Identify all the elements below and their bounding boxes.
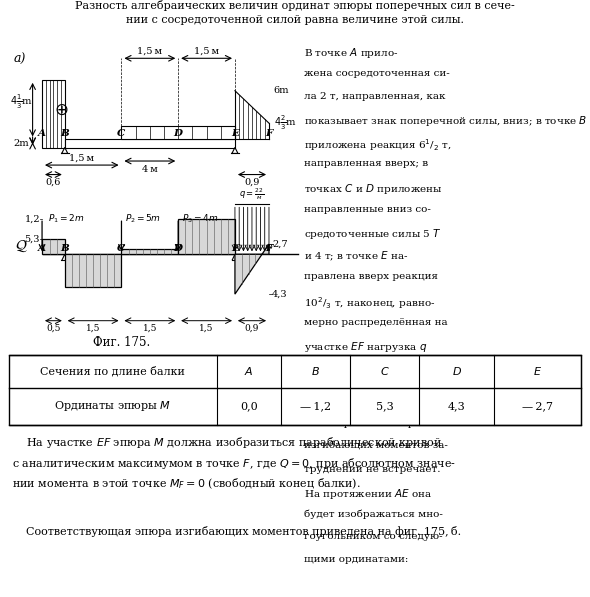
Text: $4\frac{2}{3}$m: $4\frac{2}{3}$m <box>274 114 296 133</box>
Text: 1,5: 1,5 <box>143 324 157 333</box>
Text: мерно распределённая на: мерно распределённая на <box>304 318 447 327</box>
Text: B: B <box>60 244 69 253</box>
Text: A: A <box>38 129 46 138</box>
Text: 1,5 м: 1,5 м <box>137 47 162 56</box>
Text: Соответствующая эпюра изгибающих моментов приведена на фиг. 175, б.: Соответствующая эпюра изгибающих моменто… <box>12 525 461 537</box>
Text: Разность алгебраических величин ординат эпюры поперечных сил в сече-
нии с сосре: Разность алгебраических величин ординат … <box>75 0 515 25</box>
Text: и 4 т; в точке $E$ на-: и 4 т; в точке $E$ на- <box>304 250 408 263</box>
Text: Фиг. 175.: Фиг. 175. <box>93 336 150 349</box>
Text: На протяжении $AE$ она: На протяжении $AE$ она <box>304 487 432 501</box>
Text: $P_2=5m$: $P_2=5m$ <box>125 212 162 224</box>
Text: 1,5: 1,5 <box>86 324 100 333</box>
Text: $\mathcal{Q}$: $\mathcal{Q}$ <box>15 238 28 254</box>
Polygon shape <box>42 239 65 254</box>
Text: 6m: 6m <box>274 86 289 96</box>
Text: На участке $EF$ эпюра $M$ должна изобразиться параболической кривой
с аналитичес: На участке $EF$ эпюра $M$ должна изобраз… <box>12 435 456 491</box>
Polygon shape <box>235 244 269 294</box>
Text: 2,7: 2,7 <box>272 239 288 248</box>
Text: $P_1=2m$: $P_1=2m$ <box>48 212 84 224</box>
Text: 5,3: 5,3 <box>376 402 394 411</box>
Text: 0,9: 0,9 <box>245 324 259 333</box>
Text: $E$: $E$ <box>533 365 542 377</box>
Text: 0,0: 0,0 <box>240 402 258 411</box>
Text: $\oplus$: $\oplus$ <box>54 101 68 119</box>
Text: 1,5 м: 1,5 м <box>69 153 94 162</box>
Text: F: F <box>266 244 273 253</box>
Text: $C$: $C$ <box>380 365 389 377</box>
Text: — 2,7: — 2,7 <box>522 402 553 411</box>
Text: 1,5: 1,5 <box>199 324 214 333</box>
Text: 4,3: 4,3 <box>448 402 466 411</box>
Text: E: E <box>231 244 239 253</box>
Text: щими ординатами:: щими ординатами: <box>304 555 408 564</box>
Text: гоугольником со следую-: гоугольником со следую- <box>304 533 442 541</box>
Text: D: D <box>173 129 183 138</box>
Text: будет изображаться мно-: будет изображаться мно- <box>304 510 442 519</box>
Text: направленная вверх; в: направленная вверх; в <box>304 159 428 168</box>
Text: изгибающих моментов за-: изгибающих моментов за- <box>304 442 448 451</box>
Text: A: A <box>38 244 46 253</box>
Text: средоточенные силы 5 $T$: средоточенные силы 5 $T$ <box>304 227 441 241</box>
Text: $A$: $A$ <box>244 365 254 377</box>
Bar <box>9 355 581 425</box>
Bar <box>65 139 235 147</box>
Text: жена сосредоточенная си-: жена сосредоточенная си- <box>304 69 450 78</box>
Text: а): а) <box>14 53 26 66</box>
Text: $B$: $B$ <box>311 365 320 377</box>
Text: — 1,2: — 1,2 <box>300 402 331 411</box>
Text: $D$: $D$ <box>452 365 462 377</box>
Polygon shape <box>178 219 235 254</box>
Text: 1,2: 1,2 <box>25 215 40 224</box>
Text: 4 м: 4 м <box>142 165 158 174</box>
Polygon shape <box>122 250 178 254</box>
Text: участке $EF$ нагрузка $q$: участке $EF$ нагрузка $q$ <box>304 340 427 354</box>
Text: 0,9: 0,9 <box>244 177 260 186</box>
Text: точках $C$ и $D$ приложены: точках $C$ и $D$ приложены <box>304 182 442 196</box>
Text: В точке $A$ прило-: В точке $A$ прило- <box>304 47 398 60</box>
Text: D: D <box>173 244 183 253</box>
Text: Ординаты эпюры $M$: Ординаты эпюры $M$ <box>54 399 172 414</box>
Bar <box>122 126 235 139</box>
Text: Построение эпюры: Построение эпюры <box>304 419 423 429</box>
Text: 2m: 2m <box>14 139 29 148</box>
Text: 0,6: 0,6 <box>45 177 61 186</box>
Bar <box>42 80 65 147</box>
Text: показывает знак поперечной силы, вниз; в точке $B$: показывает знак поперечной силы, вниз; в… <box>304 114 587 128</box>
Text: правлена вверх реакция: правлена вверх реакция <box>304 272 438 281</box>
Text: 0,5: 0,5 <box>46 324 61 333</box>
Text: C: C <box>117 244 126 253</box>
Text: C: C <box>117 129 126 138</box>
Text: $q=\frac{22}{м}$: $q=\frac{22}{м}$ <box>240 187 264 202</box>
Text: B: B <box>60 129 69 138</box>
Text: Сечения по длине балки: Сечения по длине балки <box>41 366 185 377</box>
Text: $4\frac{1}{3}$m: $4\frac{1}{3}$m <box>10 93 32 110</box>
Text: труднений не встречает.: труднений не встречает. <box>304 464 440 473</box>
Text: равна $\frac{6}{0{,}9}=6{,}67$ т/м.: равна $\frac{6}{0{,}9}=6{,}67$ т/м. <box>304 363 412 383</box>
Text: 4,3: 4,3 <box>272 290 288 298</box>
Text: 10$^2$/$_3$ т, наконец, равно-: 10$^2$/$_3$ т, наконец, равно- <box>304 295 435 311</box>
Text: приложена реакция 6$^1$/$_2$ т,: приложена реакция 6$^1$/$_2$ т, <box>304 137 451 153</box>
Text: ла 2 т, направленная, как: ла 2 т, направленная, как <box>304 92 445 101</box>
Polygon shape <box>65 254 122 287</box>
Text: E: E <box>231 129 239 138</box>
Text: 5,3: 5,3 <box>25 235 40 244</box>
Text: F: F <box>266 129 273 138</box>
Text: направленные вниз со-: направленные вниз со- <box>304 205 431 214</box>
Text: $P_3=4m$: $P_3=4m$ <box>182 212 219 224</box>
Text: 1,5 м: 1,5 м <box>194 47 219 56</box>
